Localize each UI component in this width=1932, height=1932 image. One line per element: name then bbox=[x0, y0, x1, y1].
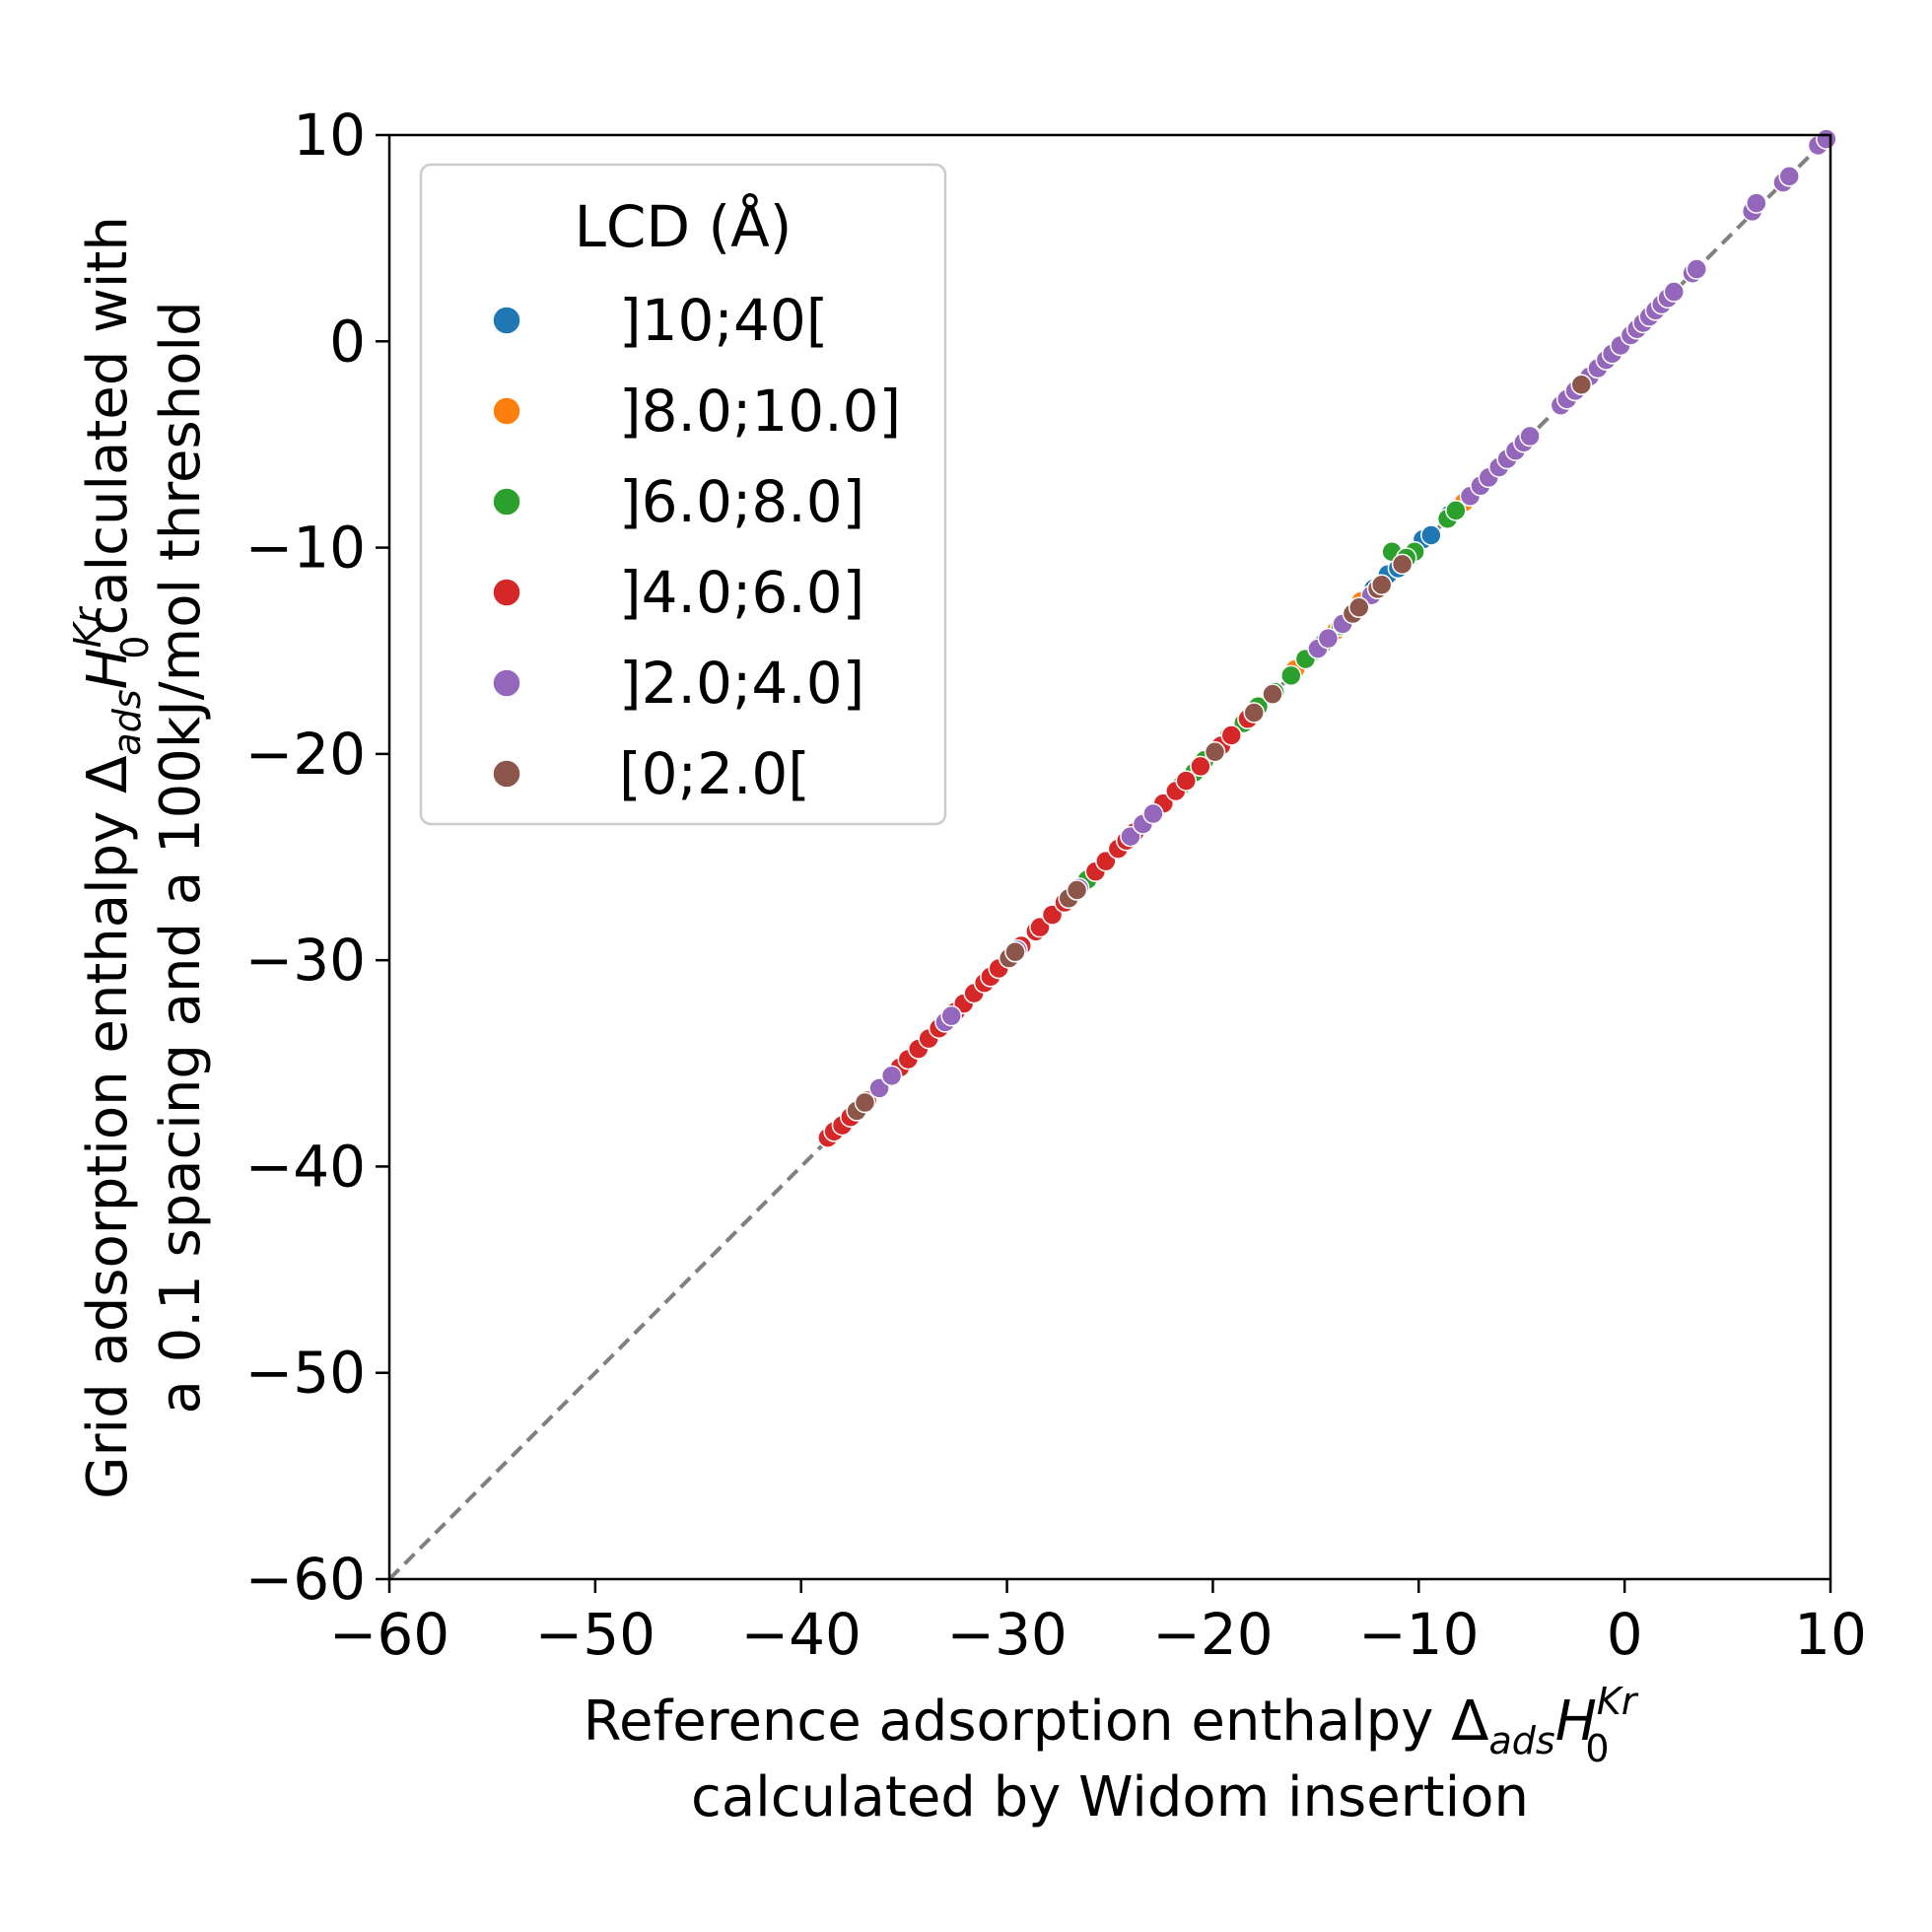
x-tick-label: −30 bbox=[946, 1601, 1067, 1668]
legend-marker bbox=[492, 668, 521, 698]
legend-entry-label: ]8.0;10.0] bbox=[619, 378, 901, 445]
x-tick-label: −20 bbox=[1152, 1601, 1273, 1668]
legend-box bbox=[419, 163, 947, 826]
x-axis: −60 −50 −40 −30 −20 −10 0 10 bbox=[329, 1579, 1867, 1668]
x-tick-label: −50 bbox=[535, 1601, 656, 1668]
data-point bbox=[1816, 128, 1837, 150]
data-point bbox=[1778, 166, 1800, 187]
data-point bbox=[1445, 500, 1467, 521]
data-point bbox=[1243, 702, 1265, 724]
data-point bbox=[1746, 192, 1767, 214]
data-point bbox=[1519, 425, 1541, 448]
legend-entry-label: ]4.0;6.0] bbox=[619, 559, 864, 626]
data-point bbox=[1142, 802, 1164, 825]
y-axis-label: Grid adsorption enthalpy ΔadsHKr 0calcula… bbox=[66, 216, 157, 1499]
y-tick-label: −20 bbox=[245, 721, 366, 788]
data-point bbox=[1686, 258, 1707, 280]
data-point bbox=[1663, 281, 1686, 303]
data-point bbox=[1420, 524, 1442, 546]
legend-entry-label: ]10;40[ bbox=[619, 287, 828, 354]
x-tick-label: −10 bbox=[1358, 1601, 1479, 1668]
points-layer bbox=[817, 128, 1837, 1148]
x-axis-label: Reference adsorption enthalpy ΔadsHKr 0 bbox=[584, 1680, 1639, 1770]
data-point bbox=[1220, 724, 1242, 746]
legend-marker bbox=[492, 487, 521, 517]
y-tick-label: −50 bbox=[245, 1340, 366, 1407]
legend-entry-label: ]2.0;4.0] bbox=[619, 650, 864, 717]
data-point bbox=[1347, 596, 1370, 619]
data-point bbox=[1190, 755, 1211, 778]
data-point bbox=[1175, 770, 1198, 792]
data-point bbox=[880, 1065, 903, 1087]
legend-marker bbox=[492, 578, 521, 607]
data-point bbox=[1262, 683, 1283, 705]
legend: LCD (Å) ]10;40[ ]8.0;10.0] ]6.0;8.0] ]4.0;6… bbox=[419, 163, 947, 826]
legend-marker bbox=[492, 396, 521, 426]
y-tick-label: −60 bbox=[245, 1546, 366, 1613]
legend-marker bbox=[492, 759, 521, 789]
data-point bbox=[940, 1004, 962, 1027]
data-point bbox=[1204, 741, 1226, 763]
legend-title: LCD (Å) bbox=[575, 192, 793, 260]
x-tick-label: 0 bbox=[1607, 1601, 1643, 1668]
y-tick-label: −30 bbox=[245, 927, 366, 994]
legend-entry-label: ]6.0;8.0] bbox=[619, 468, 864, 535]
y-tick-label: −40 bbox=[245, 1133, 366, 1200]
data-point bbox=[854, 1091, 876, 1114]
x-axis-label-line2: calculated by Widom insertion bbox=[691, 1765, 1529, 1829]
legend-marker bbox=[492, 306, 521, 335]
data-point bbox=[1317, 627, 1340, 650]
data-point bbox=[1391, 553, 1414, 576]
y-axis: −60 −50 −40 −30 −20 −10 0 10 bbox=[245, 102, 389, 1613]
x-tick-label: −40 bbox=[741, 1601, 862, 1668]
data-point bbox=[1004, 941, 1026, 963]
y-tick-label: 0 bbox=[329, 308, 366, 375]
data-point bbox=[1066, 879, 1088, 901]
y-tick-label: 10 bbox=[293, 102, 366, 169]
plot-frame bbox=[387, 133, 1832, 1581]
y-tick-label: −10 bbox=[245, 515, 366, 582]
legend-entries: ]10;40[ ]8.0;10.0] ]6.0;8.0] ]4.0;6.0] ]2.0;… bbox=[492, 287, 901, 807]
x-tick-label: 10 bbox=[1794, 1601, 1867, 1668]
data-point bbox=[1280, 664, 1302, 687]
y-axis-label-line2: a 0.1 spacing and a 100kJ/mol threshold bbox=[149, 301, 213, 1414]
x-tick-label: −60 bbox=[329, 1601, 449, 1668]
data-point bbox=[1370, 574, 1393, 595]
legend-entry-label: [0;2.0[ bbox=[619, 740, 810, 807]
data-point bbox=[1570, 374, 1593, 395]
